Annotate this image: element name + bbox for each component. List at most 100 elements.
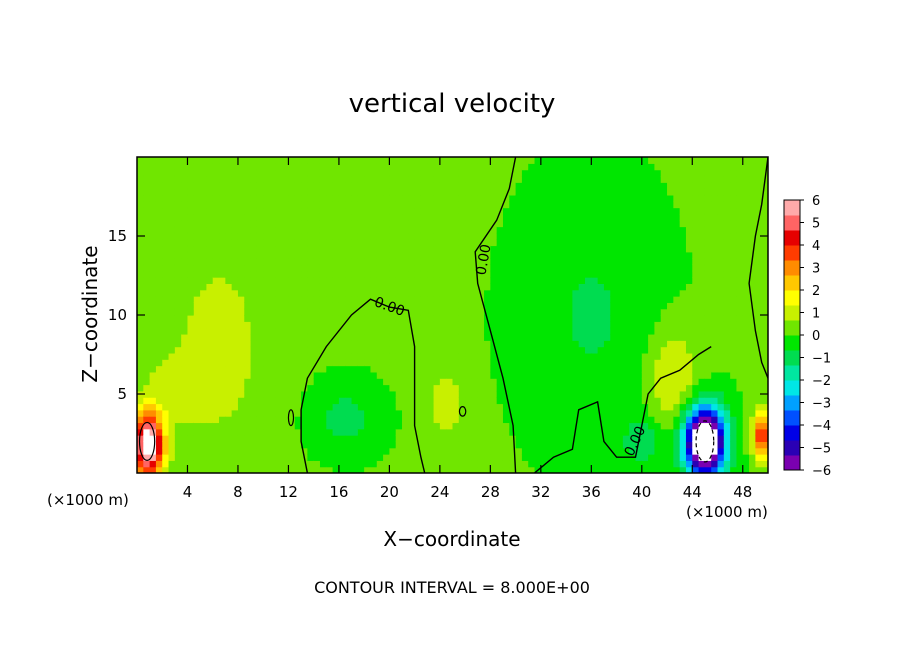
heatmap-cell [301, 365, 308, 373]
heatmap-cell [648, 239, 656, 247]
heatmap-cell [553, 277, 561, 284]
heatmap-cell [610, 454, 618, 461]
heatmap-cell [547, 163, 555, 171]
heatmap-cell [414, 371, 422, 379]
heatmap-cell [711, 194, 719, 202]
heatmap-cell [629, 251, 637, 259]
heatmap-cell [465, 435, 473, 442]
heatmap-cell [704, 283, 712, 291]
heatmap-cell [414, 352, 422, 360]
heatmap-cell [427, 321, 435, 329]
heatmap-cell [458, 207, 466, 215]
heatmap-cell [332, 454, 340, 461]
heatmap-cell [711, 466, 719, 473]
heatmap-cell [370, 258, 378, 266]
heatmap-cell [206, 157, 214, 164]
heatmap-cell [496, 321, 504, 329]
heatmap-cell [427, 220, 435, 228]
heatmap-cell [679, 416, 687, 424]
heatmap-cell [162, 169, 170, 177]
heatmap-cell [193, 239, 201, 247]
heatmap-cell [761, 277, 768, 284]
heatmap-cell [755, 352, 763, 360]
heatmap-cell [585, 182, 592, 190]
heatmap-cell [660, 277, 668, 284]
heatmap-cell [547, 346, 555, 354]
heatmap-cell [256, 264, 264, 272]
heatmap-cell [755, 340, 763, 348]
heatmap-cell [679, 466, 687, 473]
heatmap-cell [509, 239, 517, 247]
heatmap-cell [345, 232, 353, 240]
heatmap-cell [591, 397, 599, 405]
heatmap-cell [679, 333, 687, 341]
heatmap-cell [585, 296, 592, 303]
heatmap-cell [484, 466, 491, 473]
heatmap-cell [660, 466, 668, 473]
heatmap-cell [212, 226, 220, 234]
heatmap-cell [237, 182, 245, 190]
heatmap-cell [319, 157, 327, 164]
heatmap-cell [402, 321, 409, 329]
heatmap-cell [275, 333, 283, 341]
heatmap-cell [471, 220, 479, 228]
heatmap-cell [162, 251, 170, 259]
heatmap-cell [206, 308, 214, 316]
heatmap-cell [597, 264, 605, 272]
heatmap-cell [439, 340, 447, 348]
heatmap-cell [168, 289, 176, 297]
heatmap-cell [730, 321, 738, 329]
heatmap-cell [736, 409, 744, 417]
heatmap-cell [521, 390, 529, 398]
heatmap-cell [439, 245, 447, 253]
heatmap-cell [490, 397, 498, 405]
heatmap-cell [610, 270, 618, 278]
heatmap-cell [755, 182, 763, 190]
heatmap-cell [338, 346, 346, 354]
heatmap-cell [174, 365, 182, 373]
heatmap-cell [370, 397, 378, 405]
heatmap-cell [402, 226, 409, 234]
heatmap-cell [660, 346, 668, 354]
heatmap-cell [749, 333, 756, 341]
heatmap-cell [174, 454, 182, 461]
heatmap-cell [755, 296, 763, 303]
heatmap-cell [345, 441, 353, 449]
heatmap-cell [528, 466, 536, 473]
heatmap-cell [711, 157, 719, 164]
heatmap-cell [275, 220, 283, 228]
heatmap-cell [294, 213, 302, 221]
heatmap-cell [370, 163, 378, 171]
heatmap-cell [420, 416, 428, 424]
heatmap-cell [439, 428, 447, 436]
heatmap-cell [263, 397, 271, 405]
heatmap-cell [749, 296, 756, 303]
heatmap-cell [193, 454, 201, 461]
heatmap-cell [730, 422, 738, 430]
heatmap-cell [326, 384, 334, 392]
heatmap-cell [566, 384, 573, 392]
heatmap-cell [616, 422, 624, 430]
heatmap-cell [578, 466, 586, 473]
heatmap-cell [704, 340, 712, 348]
heatmap-cell [603, 315, 611, 322]
heatmap-cell [307, 232, 315, 240]
heatmap-cell [484, 232, 491, 240]
heatmap-cell [149, 239, 157, 247]
heatmap-cell [155, 182, 163, 190]
heatmap-cell [446, 220, 454, 228]
heatmap-cell [376, 232, 384, 240]
heatmap-cell [351, 435, 359, 442]
heatmap-cell [288, 213, 296, 221]
heatmap-cell [307, 340, 315, 348]
heatmap-cell [263, 308, 271, 316]
heatmap-cell [502, 188, 510, 196]
heatmap-cell [193, 207, 201, 215]
heatmap-cell [181, 296, 189, 303]
heatmap-cell [282, 232, 290, 240]
heatmap-cell [402, 182, 409, 190]
heatmap-cell [610, 397, 618, 405]
heatmap-cell [578, 447, 586, 455]
heatmap-cell [603, 409, 611, 417]
heatmap-cell [566, 277, 573, 284]
